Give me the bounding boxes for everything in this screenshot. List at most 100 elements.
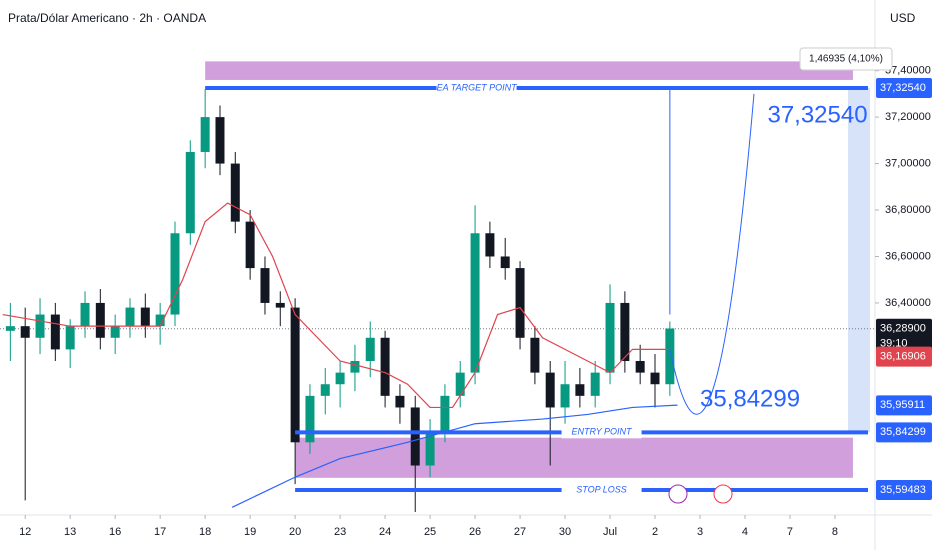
zone — [295, 437, 853, 478]
level-label-bg — [561, 426, 642, 439]
x-tick-label: 27 — [514, 526, 526, 538]
candle-body — [275, 302, 285, 308]
price-tag — [876, 422, 932, 443]
x-tick-label: 26 — [469, 526, 481, 538]
level-label: STOP LOSS — [576, 484, 627, 494]
candle-body — [500, 256, 510, 269]
candle-body — [605, 302, 615, 373]
candle-body — [365, 337, 375, 362]
price-tag — [876, 77, 932, 98]
price-tag — [876, 479, 932, 500]
x-tick-label: 4 — [742, 526, 748, 538]
price-tag — [876, 395, 932, 416]
y-tick-label: 36,80000 — [885, 204, 931, 216]
x-tick-label: 24 — [379, 526, 391, 538]
candle-body — [260, 268, 270, 303]
event-icon — [713, 484, 733, 504]
candle-body — [170, 233, 180, 315]
x-tick-label: 12 — [19, 526, 31, 538]
level-label: EA TARGET POINT — [437, 82, 519, 92]
candle-body — [215, 117, 225, 164]
x-tick-label: 7 — [787, 526, 793, 538]
candle-body — [5, 326, 15, 331]
candle-body — [410, 407, 420, 466]
x-tick-label: 3 — [697, 526, 703, 538]
price-tag-label: 36,16906 — [880, 350, 926, 362]
x-tick-label: 13 — [64, 526, 76, 538]
candle-body — [20, 326, 30, 338]
candle-body — [185, 151, 195, 234]
candle-body — [635, 361, 645, 373]
candle-body — [95, 302, 105, 338]
candle-body — [305, 395, 315, 443]
y-tick-label: 37,40000 — [885, 65, 931, 77]
candle-body — [350, 361, 360, 373]
candle-body — [485, 233, 495, 257]
x-tick-label: 20 — [289, 526, 301, 538]
moving-average — [2, 202, 669, 409]
x-tick-label: 18 — [199, 526, 211, 538]
y-tick-label: 37,00000 — [885, 157, 931, 169]
candle-body — [50, 314, 60, 350]
candle-body — [425, 430, 435, 466]
candle-body — [470, 233, 480, 373]
candle-body — [455, 372, 465, 396]
candle-body — [575, 384, 585, 396]
price-tag-label: 35,59483 — [880, 484, 926, 496]
candle-body — [155, 314, 165, 327]
x-tick-label: 30 — [559, 526, 571, 538]
candle-body — [230, 163, 240, 222]
big-label: 37,32540 — [767, 101, 867, 128]
y-tick-label: 36,60000 — [885, 250, 931, 262]
candle-body — [335, 372, 345, 385]
big-label: 35,84299 — [700, 386, 800, 413]
candle-body — [245, 221, 255, 269]
candle-body — [650, 372, 660, 385]
candle-body — [560, 384, 570, 408]
x-tick-label: 17 — [154, 526, 166, 538]
candle-body — [530, 337, 540, 373]
candle-body — [80, 302, 90, 327]
measure-range — [848, 87, 870, 433]
candle-body — [590, 372, 600, 396]
x-tick-label: Jul — [603, 526, 617, 538]
level-label-bg — [436, 81, 517, 94]
event-icon — [668, 484, 688, 504]
candle-body — [320, 384, 330, 396]
price-tag — [876, 318, 932, 353]
candle-body — [395, 395, 405, 408]
candle-body — [620, 302, 630, 362]
candle-body — [35, 314, 45, 338]
x-tick-label: 19 — [244, 526, 256, 538]
x-tick-label: 8 — [832, 526, 838, 538]
candle-body — [200, 117, 210, 152]
y-tick-label: 37,20000 — [885, 111, 931, 123]
x-tick-label: 16 — [109, 526, 121, 538]
candle-body — [665, 328, 675, 385]
price-tag-label: 37,32540 — [880, 82, 926, 94]
candle-body — [380, 337, 390, 396]
measure-label: 1,46935 (4,10%) — [809, 54, 883, 65]
candle-body — [140, 307, 150, 327]
currency[interactable]: USD — [890, 11, 916, 25]
zone — [205, 61, 853, 80]
candle-body — [65, 326, 75, 350]
x-tick-label: 23 — [334, 526, 346, 538]
candle-body — [125, 307, 135, 327]
candle-body — [545, 372, 555, 408]
price-tag-label: 35,84299 — [880, 426, 926, 438]
measure-box — [799, 47, 893, 71]
x-tick-label: 25 — [424, 526, 436, 538]
candle-body — [110, 326, 120, 338]
moving-average — [231, 404, 678, 508]
price-tag-label: 35,95911 — [880, 399, 925, 411]
y-tick-label: 36,40000 — [885, 297, 931, 309]
candle-body — [515, 268, 525, 338]
price-tag-label: 36,28900 — [880, 323, 926, 335]
candle-body — [440, 395, 450, 431]
x-tick-label: 2 — [652, 526, 658, 538]
candle-body — [290, 307, 300, 443]
projection-curve — [669, 93, 755, 415]
level-label-bg — [561, 483, 642, 496]
